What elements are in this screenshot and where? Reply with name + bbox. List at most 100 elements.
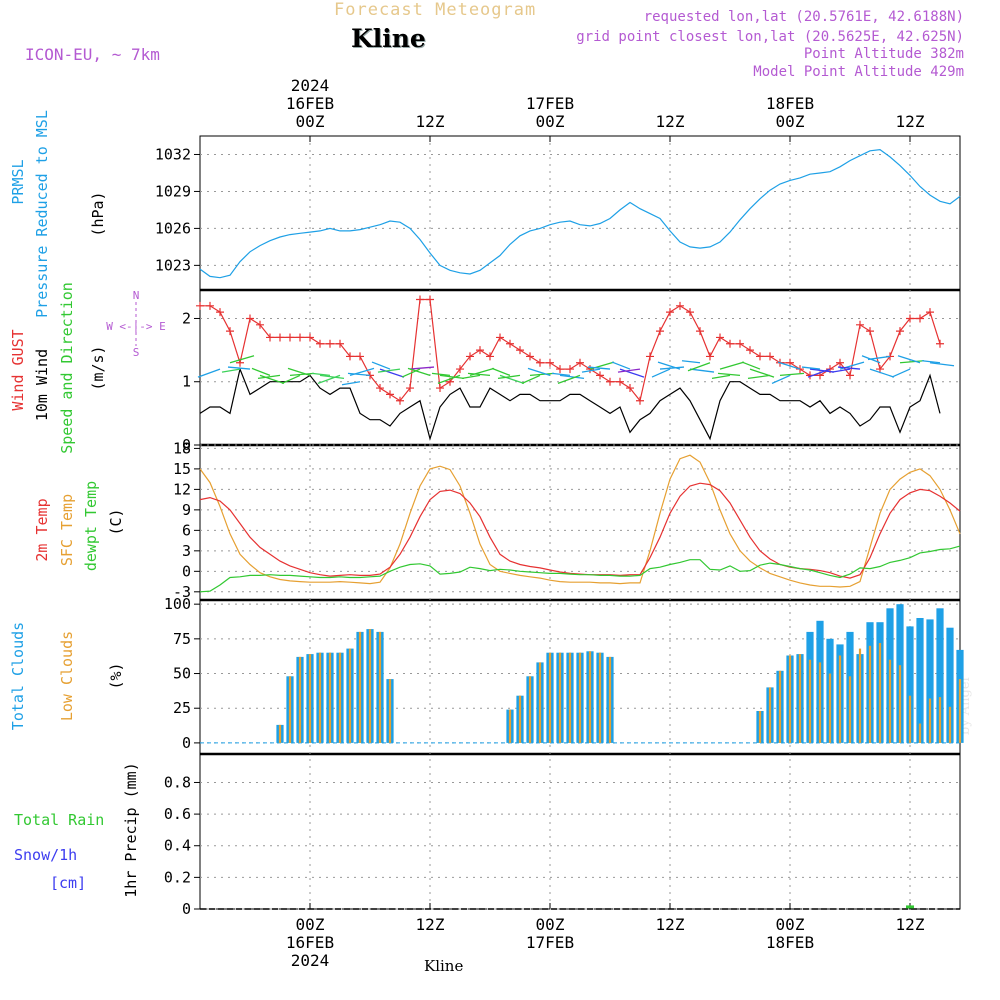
gust-marker-27: [456, 365, 464, 374]
wind-arrow-2: [229, 355, 255, 364]
temperature-ytick-label-6: 12: [173, 480, 191, 498]
wind-arrow-46: [657, 361, 681, 370]
gust-marker-1: [196, 301, 204, 310]
bottom-time-hour-4: 12Z: [656, 915, 685, 934]
gust-marker-56: [746, 346, 754, 355]
wind-arrow-15: [341, 381, 361, 386]
gust-marker-49: [676, 301, 684, 310]
gust-marker-11: [296, 333, 304, 342]
wind-arrow-9: [281, 374, 301, 385]
wind-arrow-63: [831, 368, 851, 373]
low-cloud-bar-30: [818, 662, 822, 743]
low-cloud-bar-10: [368, 629, 372, 743]
wind-arrow-5: [259, 374, 285, 385]
compass-south: S: [133, 346, 140, 359]
wind-arrow-10: [287, 367, 311, 377]
wind-arrow-30: [491, 367, 511, 377]
total-cloud-bar-42: [936, 608, 944, 743]
rain-bar-1: [906, 905, 914, 909]
requested-coords: requested lon,lat (20.5761E, 42.6188N): [643, 9, 964, 25]
wind-arrow-28: [467, 372, 491, 377]
wind-arrow-44: [659, 366, 685, 370]
low-cloud-bar-31: [828, 673, 832, 743]
wind-arrow-42: [611, 361, 631, 370]
wind-arrow-45: [651, 368, 671, 378]
gust-marker-68: [866, 327, 874, 336]
gust-marker-13: [316, 339, 324, 348]
gust-marker-73: [916, 314, 924, 323]
low-cloud-bar-39: [908, 695, 912, 743]
temperature-ytick-label-2: 0: [182, 562, 191, 580]
wind-arrow-22: [407, 367, 431, 377]
low-cloud-bar-33: [848, 676, 852, 743]
chart-title: Forecast Meteogram: [334, 0, 537, 20]
wind-arrow-16: [347, 372, 371, 377]
top-time-date-5: 18FEB: [766, 94, 814, 113]
temperature-ytick-label-1: -3: [173, 583, 191, 601]
low-cloud-bar-43: [948, 706, 952, 743]
wind-speed-line: [199, 367, 941, 441]
top-time-hour-1: 00Z: [296, 112, 325, 131]
low-cloud-bar-3: [298, 656, 302, 743]
temperature-ytick-label-3: 3: [182, 542, 191, 560]
sfc-temp-label: SFC Temp: [58, 494, 76, 566]
top-time-year-1: 2024: [291, 76, 330, 95]
wind-arrow-21: [401, 368, 421, 378]
wind-gust-label: Wind GUST: [9, 329, 27, 410]
gust-marker-61: [796, 365, 804, 374]
model-altitude: Model Point Altitude 429m: [753, 64, 964, 80]
gust-marker-53: [716, 333, 724, 342]
low-cloud-bar-8: [348, 648, 352, 743]
gust-marker-6: [246, 314, 254, 323]
wind-arrow-52: [717, 372, 741, 377]
gust-marker-9: [276, 333, 284, 342]
wind-arrow-19: [377, 368, 401, 373]
gust-marker-36: [546, 358, 554, 367]
gust-marker-25: [436, 384, 444, 393]
low-clouds-label: Low Clouds: [58, 631, 76, 721]
gust-marker-39: [576, 358, 584, 367]
gust-marker-19: [376, 384, 384, 393]
wind-arrow-71: [929, 362, 955, 367]
clouds-ytick-label-2: 25: [173, 699, 191, 717]
low-cloud-bar-21: [588, 651, 592, 743]
gust-marker-16: [346, 352, 354, 361]
gust-marker-51: [696, 327, 704, 336]
low-cloud-bar-37: [888, 659, 892, 743]
wind-arrow-68: [899, 360, 925, 364]
wind-arrow-43: [617, 368, 641, 373]
low-cloud-bar-6: [328, 652, 332, 743]
temp-2m-label: 2m Temp: [33, 498, 51, 561]
low-cloud-bar-13: [508, 709, 512, 743]
bottom-time-hour-1: 00Z: [296, 915, 325, 934]
temp-unit-label: (C): [107, 508, 125, 535]
wind-arrow-20: [409, 366, 435, 370]
snow-unit-label: [cm]: [50, 874, 86, 892]
low-cloud-bar-17: [548, 652, 552, 743]
bottom-time-hour-5: 00Z: [776, 915, 805, 934]
gust-marker-45: [636, 396, 644, 405]
total-cloud-bar-39: [906, 626, 914, 743]
wind-arrow-60: [801, 366, 821, 370]
low-cloud-bar-20: [578, 652, 582, 743]
precip-ytick-label-2: 0.2: [164, 868, 191, 886]
precip-ytick-label-5: 0.8: [164, 773, 191, 791]
wind-gust-markers: [196, 295, 944, 405]
low-cloud-bar-26: [778, 670, 782, 743]
gust-marker-71: [896, 327, 904, 336]
low-cloud-bar-27: [788, 655, 792, 743]
gust-marker-47: [656, 327, 664, 336]
low-cloud-bar-7: [338, 652, 342, 743]
total-cloud-bar-41: [926, 619, 934, 743]
dewpoint-line: [199, 545, 961, 593]
gust-marker-32: [506, 339, 514, 348]
wind-arrow-7: [257, 374, 281, 380]
low-cloud-bar-24: [758, 711, 762, 743]
model-name: ICON-EU, ~ 7km: [25, 45, 160, 64]
total-cloud-bar-40: [916, 618, 924, 743]
low-cloud-bar-2: [288, 676, 292, 743]
gust-marker-7: [256, 320, 264, 329]
low-cloud-bar-40: [918, 723, 922, 743]
wind-arrow-54: [741, 361, 761, 370]
